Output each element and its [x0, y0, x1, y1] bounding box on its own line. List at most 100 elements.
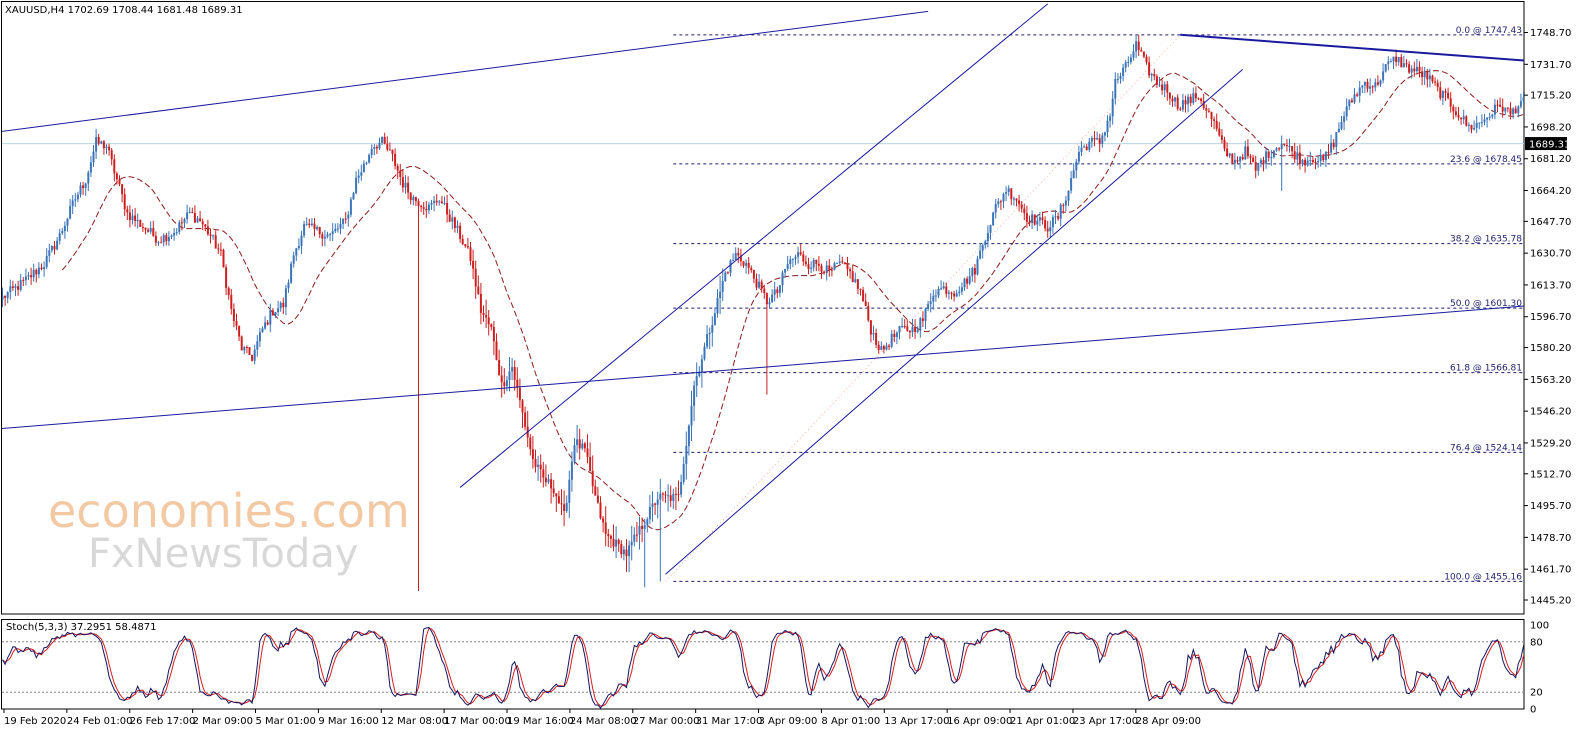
- candle-body: [1226, 148, 1229, 157]
- candle-body: [921, 318, 924, 321]
- y-tick-label: 1647.70: [1530, 217, 1571, 228]
- candle-body: [1366, 81, 1369, 89]
- trendline-4: [1180, 33, 1524, 62]
- candle: [126, 205, 129, 221]
- candle-body: [258, 332, 261, 342]
- fib-label-0: 0.0 @ 1747.43: [1456, 26, 1522, 36]
- candle-body: [108, 146, 111, 151]
- candle: [487, 309, 490, 336]
- candle-body: [1536, 110, 1538, 116]
- candle: [895, 331, 898, 345]
- candle: [966, 276, 969, 289]
- x-tick-label: 3 Apr 09:00: [759, 716, 818, 727]
- candle-body: [752, 270, 755, 279]
- candle: [971, 266, 974, 282]
- candle-body: [1454, 111, 1457, 115]
- candle-body: [443, 202, 446, 204]
- candle-body: [947, 292, 950, 294]
- candle-body: [1400, 56, 1403, 68]
- candle: [1343, 111, 1346, 131]
- candle-body: [713, 313, 716, 326]
- candle: [674, 487, 677, 511]
- candle-body: [604, 522, 607, 534]
- candle-body: [316, 227, 319, 230]
- axes: 0.0 @ 1747.43 23.6 @ 1678.45 38.2 @ 1635.7…: [3, 26, 1571, 727]
- candle: [1314, 158, 1317, 170]
- candle-body: [690, 405, 693, 426]
- candle: [500, 366, 503, 398]
- candle-body: [836, 262, 839, 264]
- candle-body: [115, 173, 118, 180]
- candle-body: [79, 185, 82, 195]
- current-price-tag: [1525, 137, 1567, 151]
- candle: [1319, 149, 1322, 167]
- candle: [381, 136, 384, 146]
- candle: [1187, 93, 1190, 113]
- candle-body: [721, 280, 724, 292]
- candle-body: [654, 503, 657, 505]
- candle-body: [505, 380, 508, 386]
- candle-body: [167, 236, 170, 242]
- candle-body: [87, 172, 90, 184]
- candle: [1486, 117, 1489, 128]
- candle: [1244, 140, 1247, 161]
- trendline-2: [459, 3, 1049, 488]
- candle: [1478, 122, 1481, 130]
- candle: [908, 330, 911, 339]
- candle: [1324, 150, 1327, 168]
- candle-body: [362, 163, 365, 173]
- candle: [331, 223, 334, 242]
- candle: [1402, 55, 1405, 68]
- candle-body: [893, 333, 896, 337]
- candle: [794, 254, 797, 265]
- candle: [256, 335, 259, 357]
- candle-body: [1158, 84, 1161, 86]
- candle: [160, 236, 163, 244]
- candle-body: [958, 291, 961, 294]
- candle: [726, 271, 729, 275]
- candle: [1132, 44, 1135, 61]
- candle: [557, 490, 560, 504]
- candle-body: [144, 227, 147, 230]
- candle-body: [716, 298, 719, 314]
- candle: [958, 286, 961, 297]
- candle-body: [209, 234, 212, 236]
- candle-body: [1168, 92, 1171, 99]
- candle-body: [472, 260, 475, 269]
- candle: [890, 329, 893, 349]
- candle: [942, 281, 945, 290]
- candle-body: [591, 470, 594, 487]
- candle: [162, 233, 165, 247]
- candle-body: [1291, 146, 1294, 152]
- candle: [1111, 91, 1114, 125]
- candle-body: [139, 219, 142, 227]
- candle: [310, 218, 313, 227]
- x-tick-label: 19 Mar 16:00: [507, 716, 574, 727]
- fib-label-3: 50.0 @ 1601.30: [1450, 299, 1522, 309]
- candle: [934, 289, 937, 302]
- moving-average-line: [61, 70, 1524, 531]
- candle-body: [404, 182, 407, 188]
- candle: [1428, 68, 1431, 88]
- candle: [277, 300, 280, 317]
- candle: [1197, 97, 1200, 101]
- candle: [1096, 131, 1099, 141]
- candle: [1371, 85, 1374, 94]
- candle: [448, 209, 451, 223]
- candle: [1077, 145, 1080, 165]
- candle-body: [825, 265, 828, 273]
- candle-body: [1449, 98, 1452, 107]
- candle-body: [1423, 71, 1426, 78]
- trendline-0: [2, 10, 929, 132]
- candle: [466, 237, 469, 249]
- candle-body: [1371, 86, 1374, 88]
- candle: [708, 327, 711, 350]
- candle-body: [869, 320, 872, 335]
- candle-body: [531, 449, 534, 460]
- candle: [139, 219, 142, 228]
- candle: [1304, 157, 1307, 173]
- candle: [391, 149, 394, 162]
- candle: [555, 493, 558, 512]
- candle: [1340, 116, 1343, 131]
- candle-body: [154, 235, 157, 243]
